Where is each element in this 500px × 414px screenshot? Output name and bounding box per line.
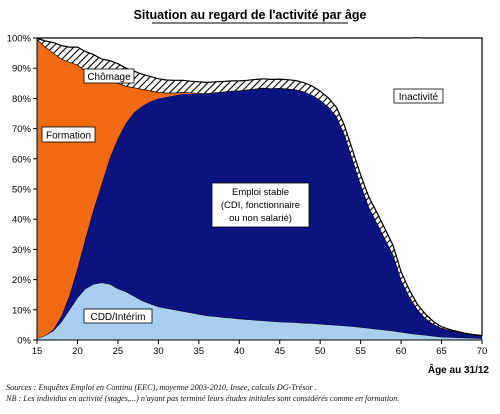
cdd-label: CDD/Intérim (90, 312, 145, 323)
inactivite-label: Inactivité (399, 92, 439, 103)
formation-label-box (41, 126, 96, 143)
y-tick-label: 60% (12, 154, 32, 165)
inactivite-label-box (393, 88, 444, 104)
x-tick-label: 60 (396, 346, 407, 357)
x-tick-label: 40 (234, 346, 245, 357)
formation-label: Formation (46, 131, 91, 142)
emploi-stable-label-box (211, 182, 310, 228)
x-tick-label: 70 (477, 346, 488, 357)
nb-note: NB : Les individus en activité (stages,.… (6, 393, 400, 403)
x-tick-label: 55 (355, 346, 366, 357)
area-labels: Chômage Inactivité Formation Emploi stab… (41, 68, 444, 324)
x-tick-label: 35 (194, 346, 205, 357)
area-inactivite (36, 37, 483, 337)
x-axis-label: Âge au 31/12 (428, 363, 490, 376)
x-tick-label: 15 (32, 346, 43, 357)
area-formation (37, 39, 482, 339)
y-tick-label: 0% (17, 336, 31, 347)
chart-notes: Sources : Enquêtes Emploi en Continu (EE… (6, 383, 496, 404)
x-tick-label: 50 (315, 346, 326, 357)
emploi-stable-label-line-1: Emploi stable (232, 187, 289, 198)
y-tick-label: 100% (7, 34, 32, 45)
x-tick-label: 20 (72, 346, 83, 357)
activity-by-age-chart: Situation au regard de l'activité par âg… (7, 8, 490, 376)
chomage-label-box (83, 68, 135, 84)
x-tick-label: 65 (436, 346, 447, 357)
y-tick-label: 20% (12, 275, 32, 286)
sources-note: Sources : Enquêtes Emploi en Continu (EE… (6, 383, 317, 392)
y-tick-label: 70% (12, 124, 32, 135)
y-tick-label: 80% (12, 94, 32, 105)
x-tick-label: 45 (274, 346, 285, 357)
y-tick-label: 40% (12, 215, 32, 226)
y-tick-label: 90% (12, 64, 32, 75)
x-tick-label: 25 (113, 346, 124, 357)
x-tick-label: 30 (153, 346, 164, 357)
emploi-stable-label-line-2: (CDI, fonctionnaire (221, 200, 300, 211)
axes: 0% 10% 20% 30% 40% 50% 60% 70% 80% 90% 100% 15 20 25 3… (7, 34, 488, 358)
y-tick-label: 10% (12, 305, 32, 316)
y-tick-label: 30% (12, 245, 32, 256)
chomage-label: Chômage (87, 72, 131, 83)
y-tick-label: 50% (12, 185, 32, 196)
cdd-label-box (83, 308, 153, 324)
chart-title: Situation au regard de l'activité par âg… (134, 8, 367, 22)
emploi-stable-label-line-3: ou non salarié) (229, 213, 292, 224)
